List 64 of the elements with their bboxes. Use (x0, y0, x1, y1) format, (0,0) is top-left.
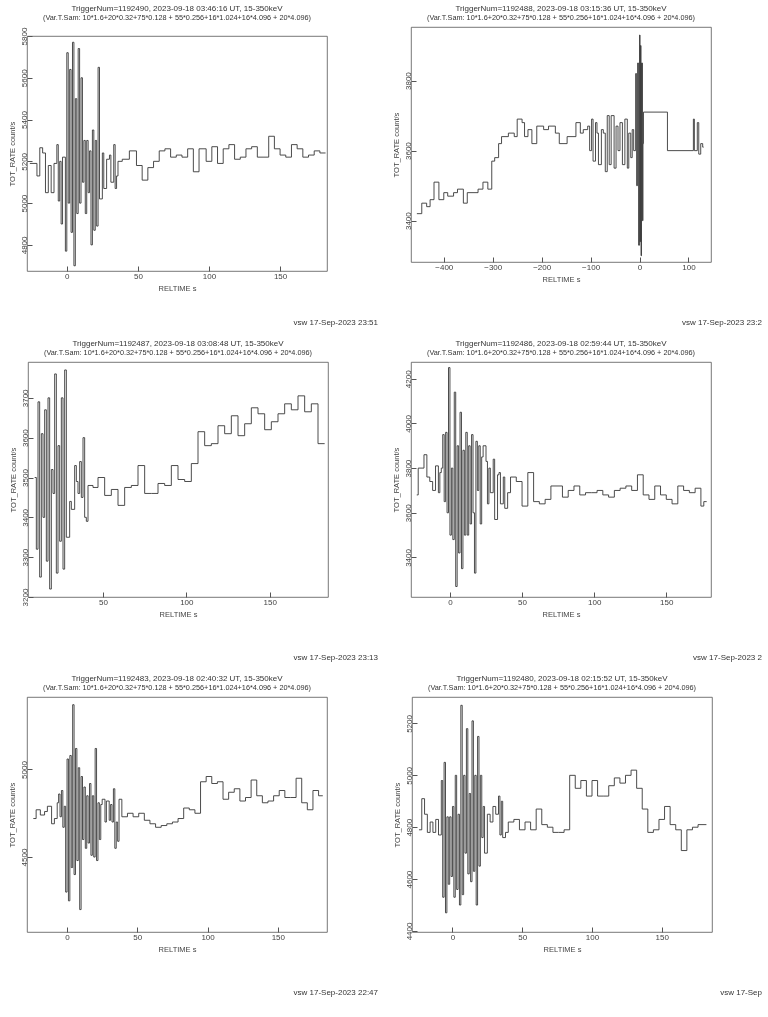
text: vsw 17-Sep-2023 23:13 (293, 653, 378, 662)
x-tick-label: 0 (637, 262, 643, 272)
x-tick-label: −100 (582, 262, 601, 272)
y-tick-label: 5200 (19, 152, 29, 171)
y-tick-label: 4000 (403, 414, 413, 433)
x-tick-label: 50 (518, 597, 528, 607)
x-tick-label: 50 (133, 271, 144, 281)
y-tick-label: 3600 (403, 141, 413, 161)
x-tick-label: 100 (587, 597, 602, 607)
y-tick-label: 3800 (403, 459, 413, 478)
y-tick-label: 5800 (19, 27, 29, 46)
x-tick-label: 100 (180, 597, 195, 607)
x-tick-label: 50 (133, 932, 143, 942)
x-tick-label: 150 (655, 932, 670, 942)
chart-title: TriggerNum=1192490, 2023-09-18 03:46:16 UT, 15-350keV (71, 3, 284, 13)
y-tick-label: 4800 (19, 235, 29, 255)
y-tick-label: 3700 (20, 388, 30, 408)
y-tick-label: 3300 (20, 548, 30, 567)
y-tick-label: 4200 (403, 369, 413, 389)
x-tick-label: 0 (450, 932, 456, 942)
y-tick-label: 3400 (403, 211, 413, 231)
y-tick-label: 5000 (19, 760, 29, 779)
x-tick-label: 100 (202, 271, 217, 281)
y-tick-label: 3200 (20, 588, 30, 607)
x-tick-label: 150 (660, 597, 675, 607)
y-tick-label: 3400 (20, 508, 30, 527)
text: vsw 17-Sep-2023 23:2 (681, 318, 762, 327)
y-tick-label: 4500 (19, 848, 29, 867)
y-tick-label: 5600 (19, 68, 29, 88)
chart-title: TriggerNum=1192483, 2023-09-18 02:40:32 UT, 15-350keV (71, 673, 284, 683)
y-tick-label: 3600 (20, 428, 30, 448)
x-tick-label: 100 (201, 932, 216, 942)
x-tick-label: 100 (585, 932, 600, 942)
text: vsw 17-Sep-2023 23:51 (293, 318, 378, 327)
x-tick-label: 150 (273, 271, 288, 281)
x-tick-label: 150 (263, 597, 278, 607)
y-tick-label: 5000 (19, 194, 29, 213)
x-tick-label: 150 (271, 932, 286, 942)
x-tick-label: −300 (484, 262, 503, 272)
x-tick-label: 50 (99, 597, 109, 607)
x-tick-label: −200 (533, 262, 552, 272)
y-tick-label: 3500 (20, 468, 30, 487)
chart-title: TriggerNum=1192480, 2023-09-18 02:15:52 UT, 15-350keV (456, 673, 669, 683)
text: vsw 17-Sep-2023 2 (693, 653, 762, 662)
x-tick-label: −400 (435, 262, 454, 272)
x-tick-label: 50 (518, 932, 528, 942)
x-tick-label: 100 (682, 262, 697, 272)
y-tick-label: 4400 (404, 922, 414, 941)
y-tick-label: 4600 (404, 870, 414, 889)
text: vsw 17-Sep (720, 988, 762, 997)
chart-title: TriggerNum=1192487, 2023-09-18 03:08:48 UT, 15-350keV (72, 338, 285, 348)
x-tick-label: 0 (448, 597, 454, 607)
y-tick-label: 5000 (404, 766, 414, 785)
chart-title: TriggerNum=1192486, 2023-09-18 02:59:44 UT, 15-350keV (455, 338, 668, 348)
y-tick-label: 3400 (403, 548, 413, 567)
text: vsw 17-Sep-2023 22:47 (293, 988, 378, 997)
y-tick-label: 5200 (404, 714, 414, 733)
y-tick-label: 3800 (403, 71, 413, 90)
x-tick-label: 0 (65, 932, 71, 942)
y-tick-label: 3600 (403, 503, 413, 523)
y-tick-label: 5400 (19, 110, 29, 129)
x-tick-label: 0 (65, 271, 71, 281)
chart-title: TriggerNum=1192488, 2023-09-18 03:15:36 UT, 15-350keV (455, 3, 668, 13)
y-tick-label: 4800 (404, 818, 414, 837)
